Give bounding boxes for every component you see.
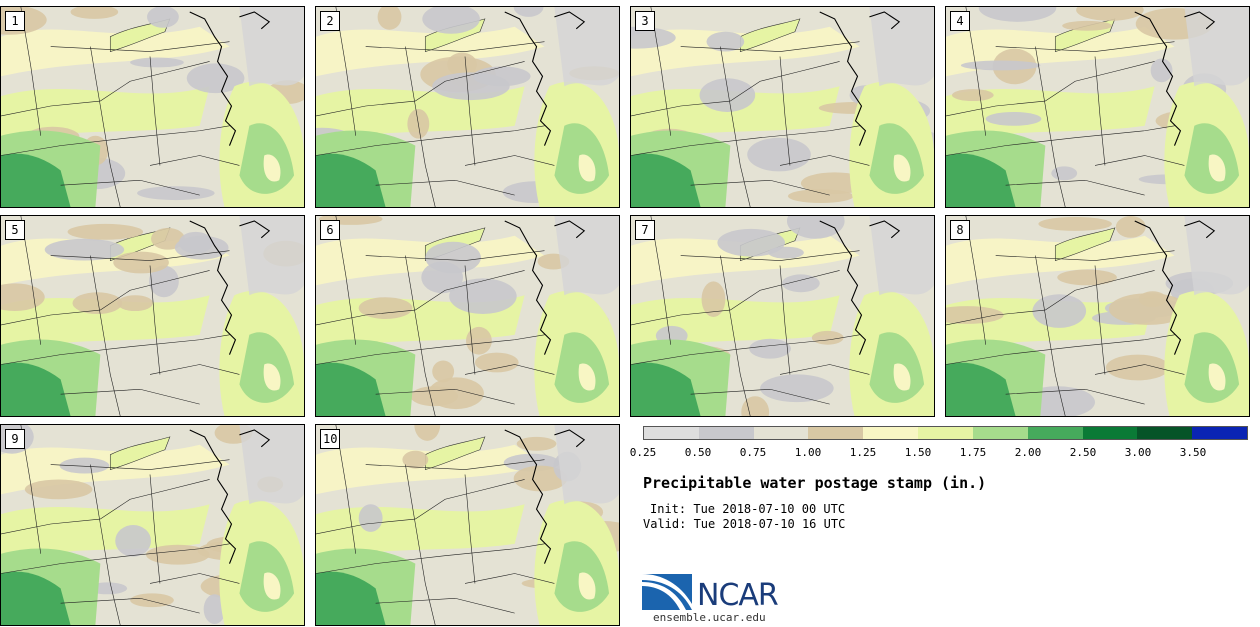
map-panel: 1 [0,6,305,208]
site-url: ensemble.ucar.edu [653,611,766,624]
panel-number: 6 [320,220,340,240]
map-panel: 6 [315,215,620,417]
panel-number: 2 [320,11,340,31]
panel-number: 4 [950,11,970,31]
colorbar-swatch [863,427,919,439]
colorbar-ticks: 0.25 0.50 0.75 1.00 1.25 1.50 1.75 2.00 2.50 3.00… [628,446,1260,460]
panel-number: 9 [5,429,25,449]
map-panel: 5 [0,215,305,417]
colorbar-tick-label: 0.75 [739,446,767,459]
panel-number: 3 [635,11,655,31]
colorbar-swatch [808,427,864,439]
colorbar-swatch [1192,427,1247,439]
panel-number: 10 [320,429,341,449]
colorbar-swatch [753,427,809,439]
valid-time: Valid: Tue 2018-07-10 16 UTC [643,517,846,531]
colorbar-tick-label: 0.25 [629,446,657,459]
map-panel: 8 [945,215,1250,417]
colorbar-swatch [698,427,754,439]
colorbar-swatch [918,427,973,439]
ncar-logo-text: NCAR [697,578,779,613]
map-panel: 2 [315,6,620,208]
colorbar-tick-label: 1.25 [849,446,877,459]
panel-number: 7 [635,220,655,240]
chart-title: Precipitable water postage stamp (in.) [643,474,987,492]
map-panel: 4 [945,6,1250,208]
colorbar-tick-label: 1.75 [959,446,987,459]
ncar-logo-icon [642,574,692,610]
colorbar-tick-label: 2.50 [1069,446,1097,459]
map-panel: 9 [0,424,305,626]
colorbar-swatch [1027,427,1083,439]
colorbar-tick-label: 0.50 [684,446,712,459]
colorbar-swatch [1082,427,1138,439]
colorbar-tick-label: 3.00 [1124,446,1152,459]
colorbar [643,426,1248,440]
panel-number: 1 [5,11,25,31]
colorbar-tick-label: 2.00 [1014,446,1042,459]
colorbar-tick-label: 1.50 [904,446,932,459]
panel-number: 5 [5,220,25,240]
map-panel: 3 [630,6,935,208]
map-panel: 7 [630,215,935,417]
colorbar-swatch [972,427,1028,439]
colorbar-swatch [1137,427,1193,439]
colorbar-swatch [644,427,699,439]
colorbar-tick-label: 1.00 [794,446,822,459]
init-time: Init: Tue 2018-07-10 00 UTC [650,502,846,516]
panel-number: 8 [950,220,970,240]
colorbar-tick-label: 3.50 [1179,446,1207,459]
map-panel: 10 [315,424,620,626]
